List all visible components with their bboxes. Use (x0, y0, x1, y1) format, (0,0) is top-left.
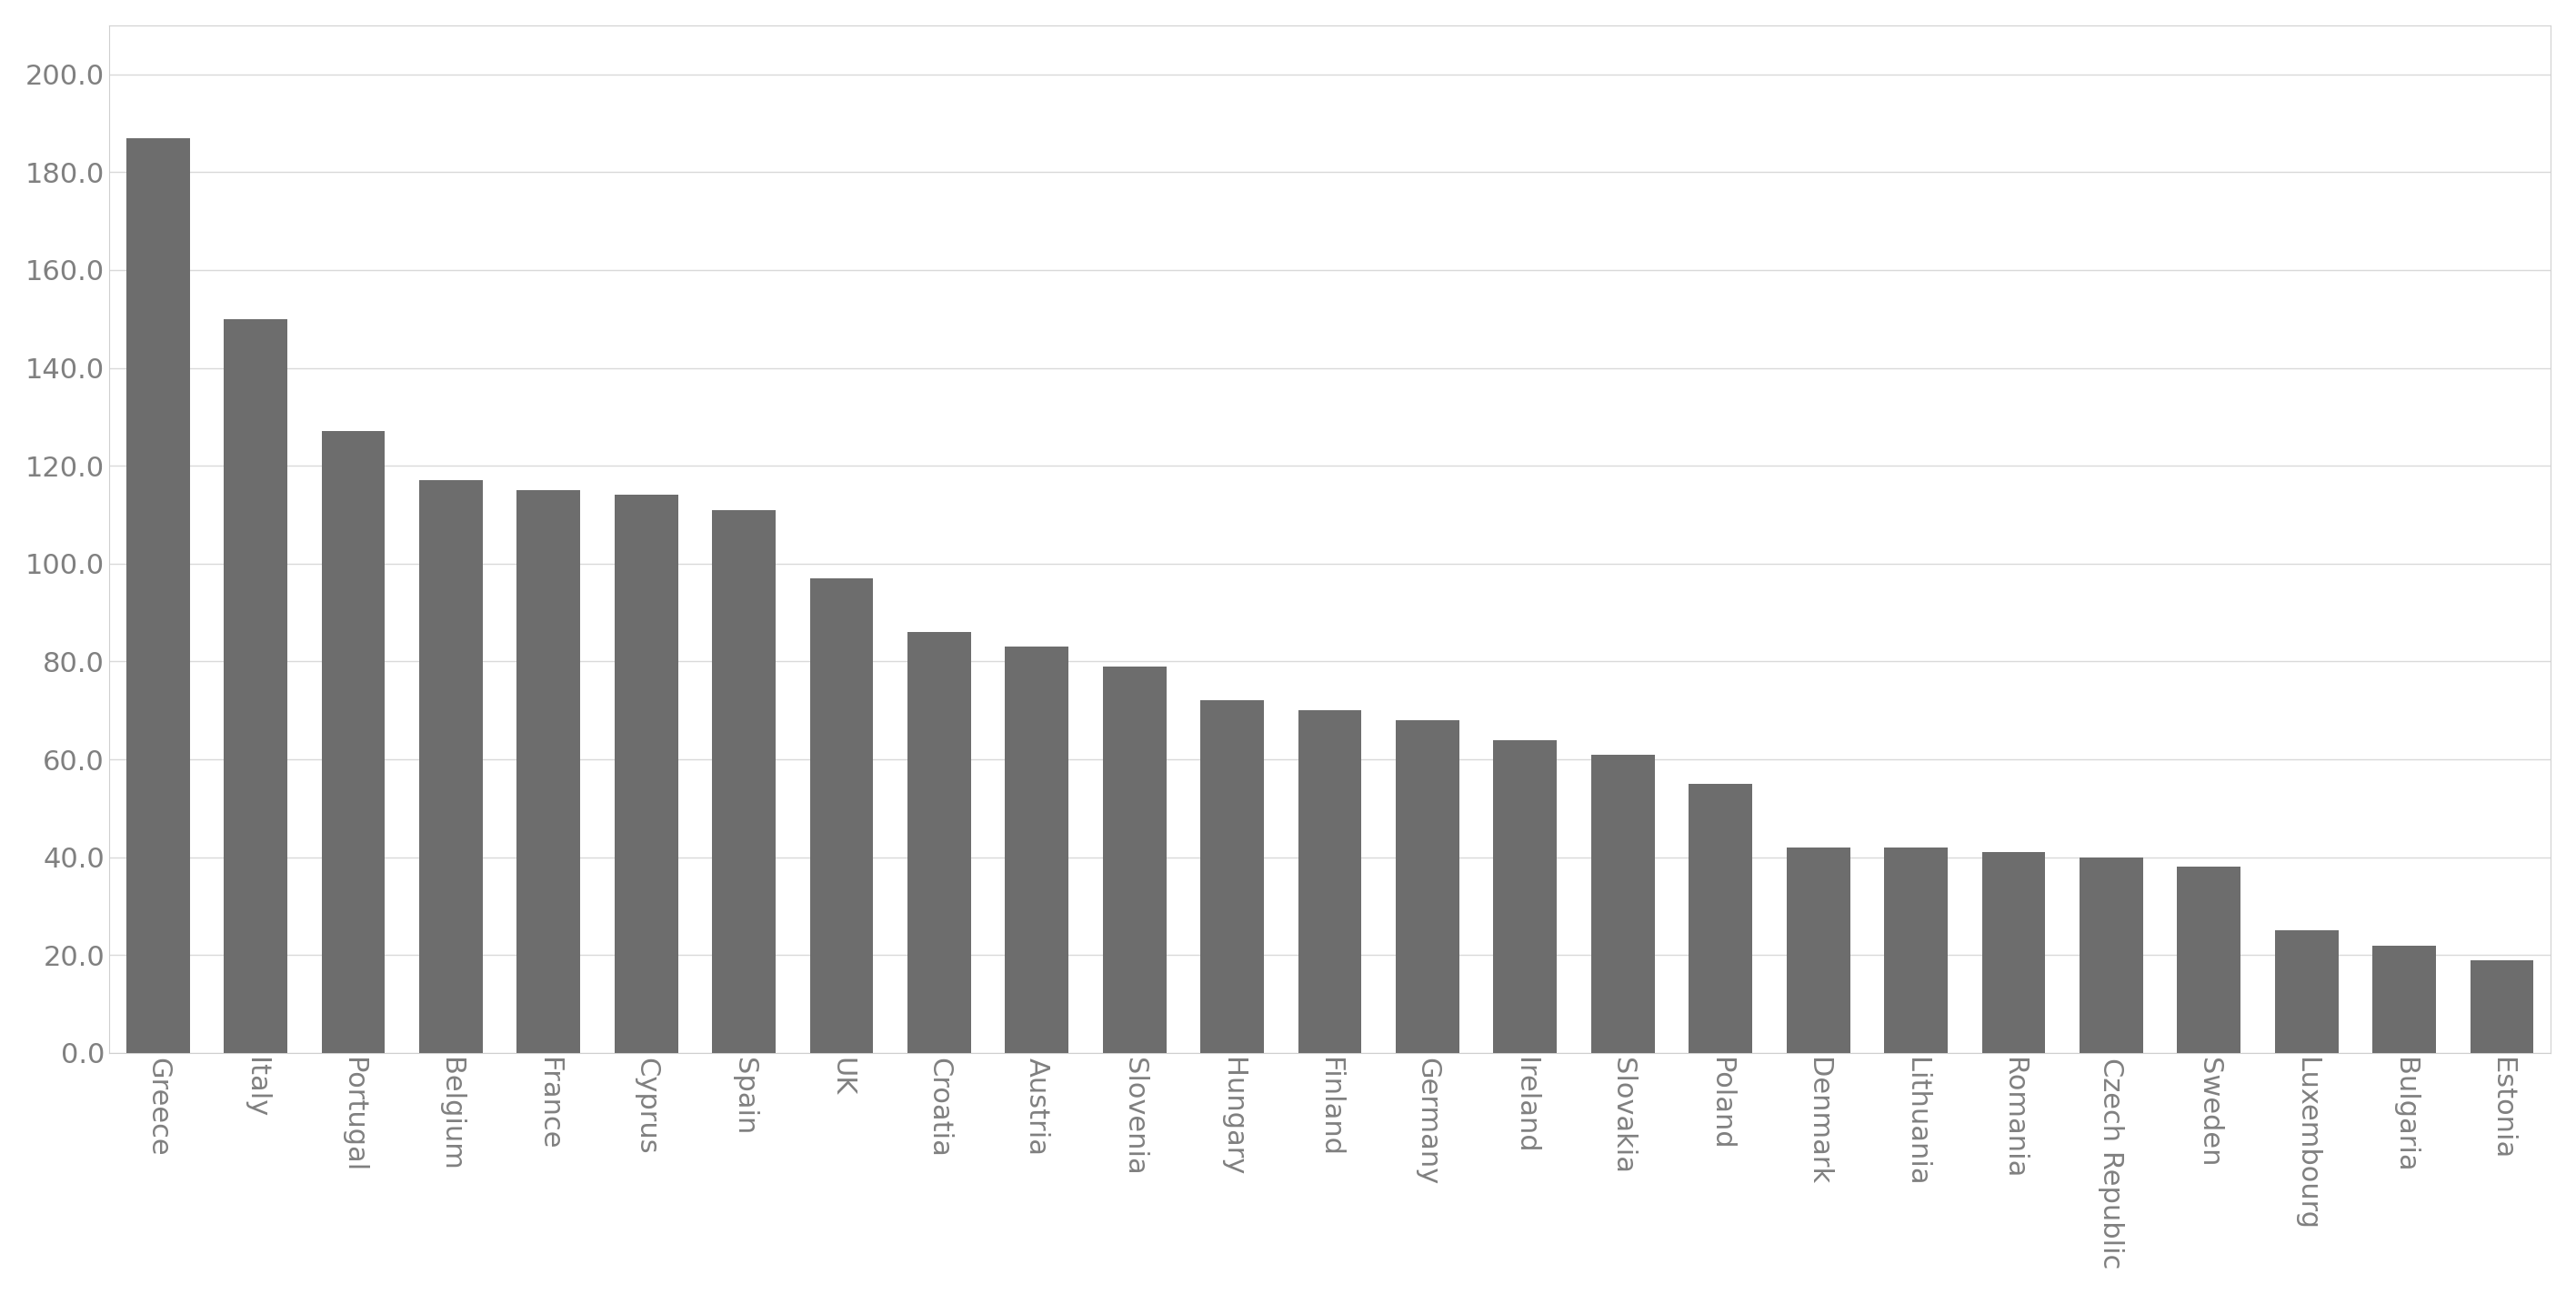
Bar (907, 633, 971, 1053)
Bar (1103, 666, 1167, 1053)
Bar (1981, 853, 2045, 1053)
Bar (616, 496, 677, 1053)
Bar (1788, 848, 1850, 1053)
Bar (224, 318, 289, 1053)
Bar (1005, 647, 1069, 1053)
Bar (1690, 784, 1752, 1053)
Bar (1883, 848, 1947, 1053)
Bar (809, 578, 873, 1053)
Bar (711, 510, 775, 1053)
Bar (420, 480, 482, 1053)
Bar (1494, 740, 1556, 1053)
Bar (1592, 754, 1654, 1053)
Bar (1200, 700, 1265, 1053)
Bar (2470, 960, 2535, 1053)
Bar (518, 490, 580, 1053)
Bar (1298, 710, 1363, 1053)
Bar (126, 138, 191, 1053)
Bar (2275, 930, 2339, 1053)
Bar (1396, 721, 1458, 1053)
Bar (2079, 857, 2143, 1053)
Bar (322, 431, 384, 1053)
Bar (2372, 946, 2437, 1053)
Bar (2177, 867, 2241, 1053)
